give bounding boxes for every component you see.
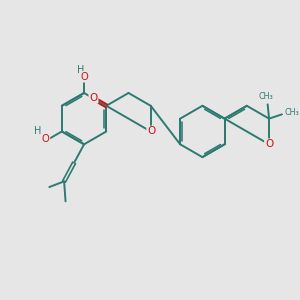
Text: O: O bbox=[42, 134, 50, 144]
Text: CH₃: CH₃ bbox=[284, 108, 299, 117]
Text: O: O bbox=[147, 127, 155, 136]
Text: O: O bbox=[265, 139, 273, 149]
Text: CH₃: CH₃ bbox=[259, 92, 274, 101]
Text: O: O bbox=[89, 93, 98, 103]
Text: H: H bbox=[77, 65, 84, 75]
Text: H: H bbox=[34, 127, 42, 136]
Text: O: O bbox=[80, 72, 88, 82]
